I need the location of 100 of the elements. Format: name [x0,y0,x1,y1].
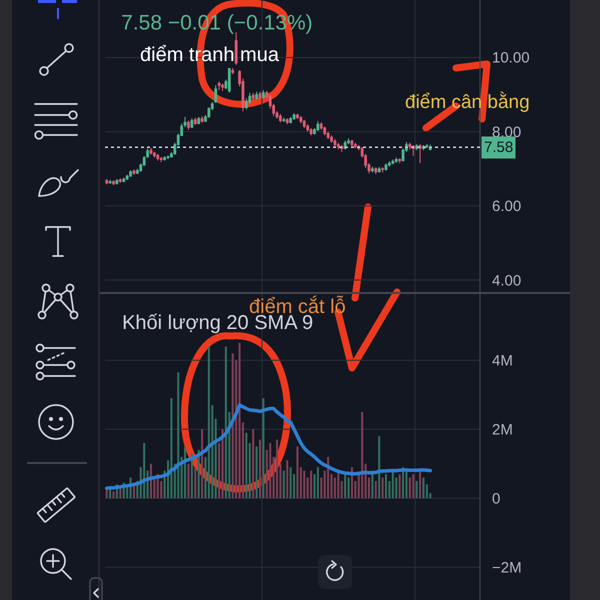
candlestick [350,139,354,147]
candlestick [336,142,340,150]
candlestick [306,124,310,132]
bar [232,353,234,498]
candlestick [316,120,320,132]
bar [106,490,108,498]
candlestick [302,119,306,128]
candlestick [426,144,428,149]
bar [296,446,298,498]
candlestick [200,116,204,124]
candlestick [418,144,422,164]
candlestick [262,90,265,99]
bar [194,467,196,498]
y-tick-label: 8.00 [492,124,522,141]
bar [303,470,306,498]
candlestick [292,112,296,120]
candlestick [296,113,299,120]
candlestick [126,174,129,180]
candlestick [197,116,200,125]
bar [187,464,190,498]
candlestick [255,91,258,100]
candlestick [116,178,118,185]
candlestick [371,166,374,173]
candlestick [163,156,166,162]
ref-line-label: 7.58 [484,139,514,156]
bar [408,478,411,498]
candlestick [194,117,197,126]
bar [416,480,418,498]
bar [361,412,364,498]
bar [412,474,414,498]
y-tick-label: 6.00 [492,198,522,216]
bar [184,446,186,498]
bar [252,429,254,498]
candlestick [150,147,152,156]
bar [392,470,394,498]
bar [269,443,272,498]
candlestick [228,67,231,94]
candlestick [187,120,190,130]
candlestick [282,117,286,123]
candlestick [231,67,234,75]
candlestick [299,116,302,124]
candlestick [334,138,336,147]
candlestick [105,178,108,185]
bar [348,478,350,498]
bar [422,478,425,498]
bar [119,488,122,498]
candlestick [166,154,170,160]
candlestick [156,153,160,162]
candlestick [398,158,402,164]
candlestick [384,163,388,172]
candlestick [129,170,132,178]
candlestick [153,151,156,158]
y-tick-label: 0 [492,490,500,508]
annotation: điểm tranh mua [140,44,280,66]
candlestick [286,118,289,125]
candlestick [289,116,292,124]
bar [405,470,408,498]
candlestick [112,180,115,186]
bar [208,346,210,498]
candlestick [323,126,326,136]
bar [419,470,422,498]
y-tick-label: 2M [492,422,513,438]
candlestick [279,113,282,123]
candlestick [190,118,194,128]
bar [256,446,258,498]
bar [344,474,346,498]
candlestick [330,134,333,144]
candlestick [391,158,394,165]
bar [201,429,204,498]
bar [286,460,288,498]
bar [143,443,146,498]
bar [245,432,248,498]
candlestick [310,127,312,136]
y-tick-label: −2M [492,559,522,576]
candlestick [160,156,163,163]
bar [398,474,401,498]
y-tick-label: 4.00 [492,272,522,290]
candlestick [218,81,220,91]
bar [224,346,227,498]
candlestick [381,166,384,173]
bar [170,398,172,498]
y-tick-label: 10.00 [492,50,530,67]
bar [262,398,264,498]
bar [282,470,285,498]
bar [290,467,292,498]
bar [316,467,319,498]
candlestick [122,177,126,182]
bar [382,478,384,498]
candlestick [374,166,378,174]
bar [177,372,180,498]
bar [310,470,312,498]
bar [384,474,388,498]
candlestick [221,82,224,92]
candlestick [394,157,398,164]
candlestick [108,179,112,184]
bar [221,429,224,498]
candlestick [354,142,357,149]
bar [258,440,262,498]
bar [374,480,377,498]
candlestick [388,160,391,168]
